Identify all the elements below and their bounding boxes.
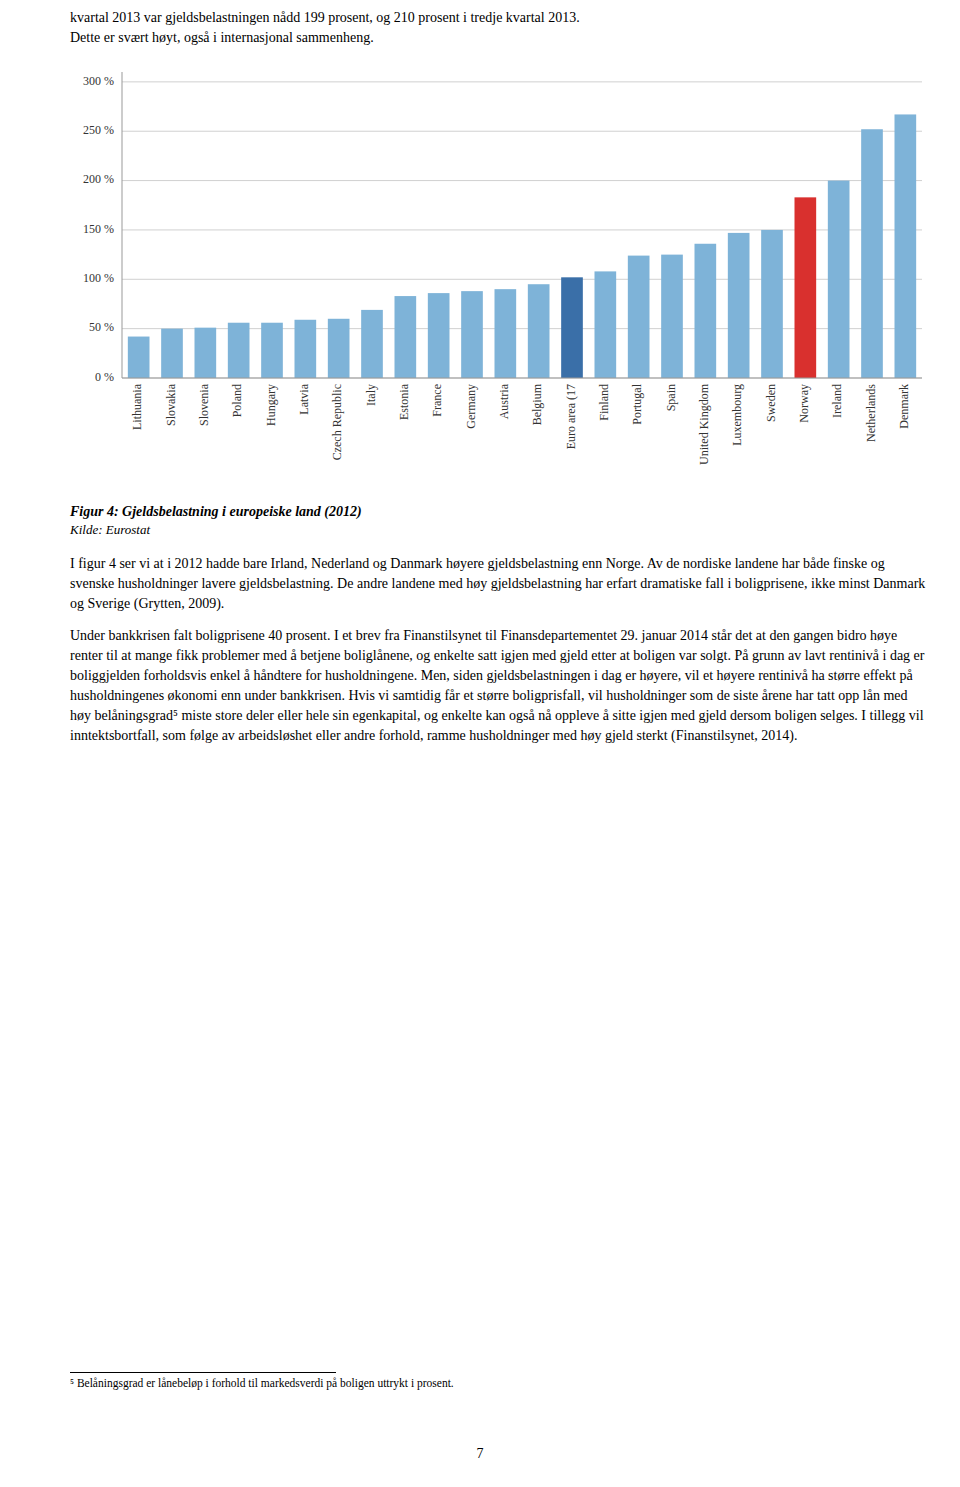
- x-tick-label: Euro area (17: [564, 384, 578, 449]
- x-tick-label: Lithuania: [130, 383, 144, 430]
- x-tick-label: Denmark: [897, 384, 911, 429]
- bar: [495, 289, 517, 378]
- bar: [161, 329, 183, 378]
- x-tick-label: Italy: [364, 384, 378, 406]
- x-tick-label: Netherlands: [864, 384, 878, 442]
- grid-line: [122, 180, 922, 181]
- bars: [128, 114, 916, 378]
- grid-line: [122, 81, 922, 82]
- bar-chart: 0 % 50 % 100 % 150 % 200 % 250 % 300 % Lithuani…: [70, 58, 930, 498]
- bar: [228, 323, 250, 378]
- footnote-separator: [70, 1372, 336, 1373]
- x-tick-label: Latvia: [297, 383, 311, 414]
- bar: [195, 328, 217, 378]
- footnote: ⁵ Belåningsgrad er lånebeløp i forhold t…: [70, 1377, 930, 1389]
- bar: [661, 255, 683, 378]
- x-tick-label: Portugal: [630, 383, 644, 424]
- bar: [761, 230, 783, 378]
- y-tick-label: 0 %: [95, 370, 114, 384]
- bar: [128, 337, 150, 378]
- y-tick-label: 50 %: [89, 320, 114, 334]
- x-axis-line: [122, 378, 922, 379]
- bar: [295, 320, 317, 378]
- y-tick-label: 200 %: [83, 172, 114, 186]
- bar: [261, 323, 283, 378]
- y-tick-label: 250 %: [83, 123, 114, 137]
- y-tick-label: 100 %: [83, 271, 114, 285]
- bar: [861, 129, 883, 378]
- y-tick-label: 300 %: [83, 74, 114, 88]
- chart-title: Figur 4: Gjeldsbelastning i europeiske l…: [70, 504, 930, 520]
- bar: [895, 114, 917, 378]
- chart-source: Kilde: Eurostat: [70, 522, 930, 538]
- bar: [728, 233, 750, 378]
- x-tick-label: Czech Republic: [330, 384, 344, 460]
- bar: [361, 310, 383, 378]
- x-tick-label: Estonia: [397, 383, 411, 420]
- x-tick-label: Norway: [797, 384, 811, 423]
- body-paragraph: Under bankkrisen falt boligprisene 40 pr…: [70, 626, 930, 746]
- x-tick-label: Germany: [464, 384, 478, 429]
- bar: [428, 293, 450, 378]
- bar: [628, 256, 650, 378]
- header-line: kvartal 2013 var gjeldsbelastningen nådd…: [70, 8, 930, 28]
- x-tick-label: Finland: [597, 384, 611, 421]
- bar: [528, 284, 550, 378]
- bar: [328, 319, 350, 378]
- bar: [695, 244, 717, 378]
- bar: [595, 271, 617, 378]
- page-content: kvartal 2013 var gjeldsbelastningen nådd…: [70, 8, 930, 758]
- bar: [828, 181, 850, 378]
- x-tick-label: United Kingdom: [697, 383, 711, 465]
- bar: [461, 291, 483, 378]
- x-tick-label: Slovenia: [197, 383, 211, 426]
- x-tick-label: Sweden: [764, 384, 778, 422]
- x-tick-label: Belgium: [530, 383, 544, 425]
- x-tick-label: Austria: [497, 383, 511, 419]
- bar: [395, 296, 417, 378]
- grid-line: [122, 378, 922, 379]
- x-tick-label: Spain: [664, 384, 678, 411]
- grid: [122, 82, 922, 378]
- footnote-block: ⁵ Belåningsgrad er lånebeløp i forhold t…: [70, 1372, 930, 1389]
- x-tick-label: Poland: [230, 384, 244, 417]
- bar: [795, 197, 817, 378]
- x-tick-label: France: [430, 384, 444, 417]
- grid-line: [122, 131, 922, 132]
- x-tick-label: Ireland: [830, 384, 844, 418]
- x-tick-label: Luxembourg: [730, 384, 744, 446]
- page-number: 7: [0, 1446, 960, 1462]
- y-axis-line: [122, 72, 123, 378]
- header-line: Dette er svært høyt, også i internasjona…: [70, 28, 930, 48]
- bar: [561, 277, 583, 378]
- body-paragraph: I figur 4 ser vi at i 2012 hadde bare Ir…: [70, 554, 930, 614]
- x-tick-label: Hungary: [264, 384, 278, 426]
- y-tick-label: 150 %: [83, 222, 114, 236]
- x-tick-label: Slovakia: [164, 383, 178, 426]
